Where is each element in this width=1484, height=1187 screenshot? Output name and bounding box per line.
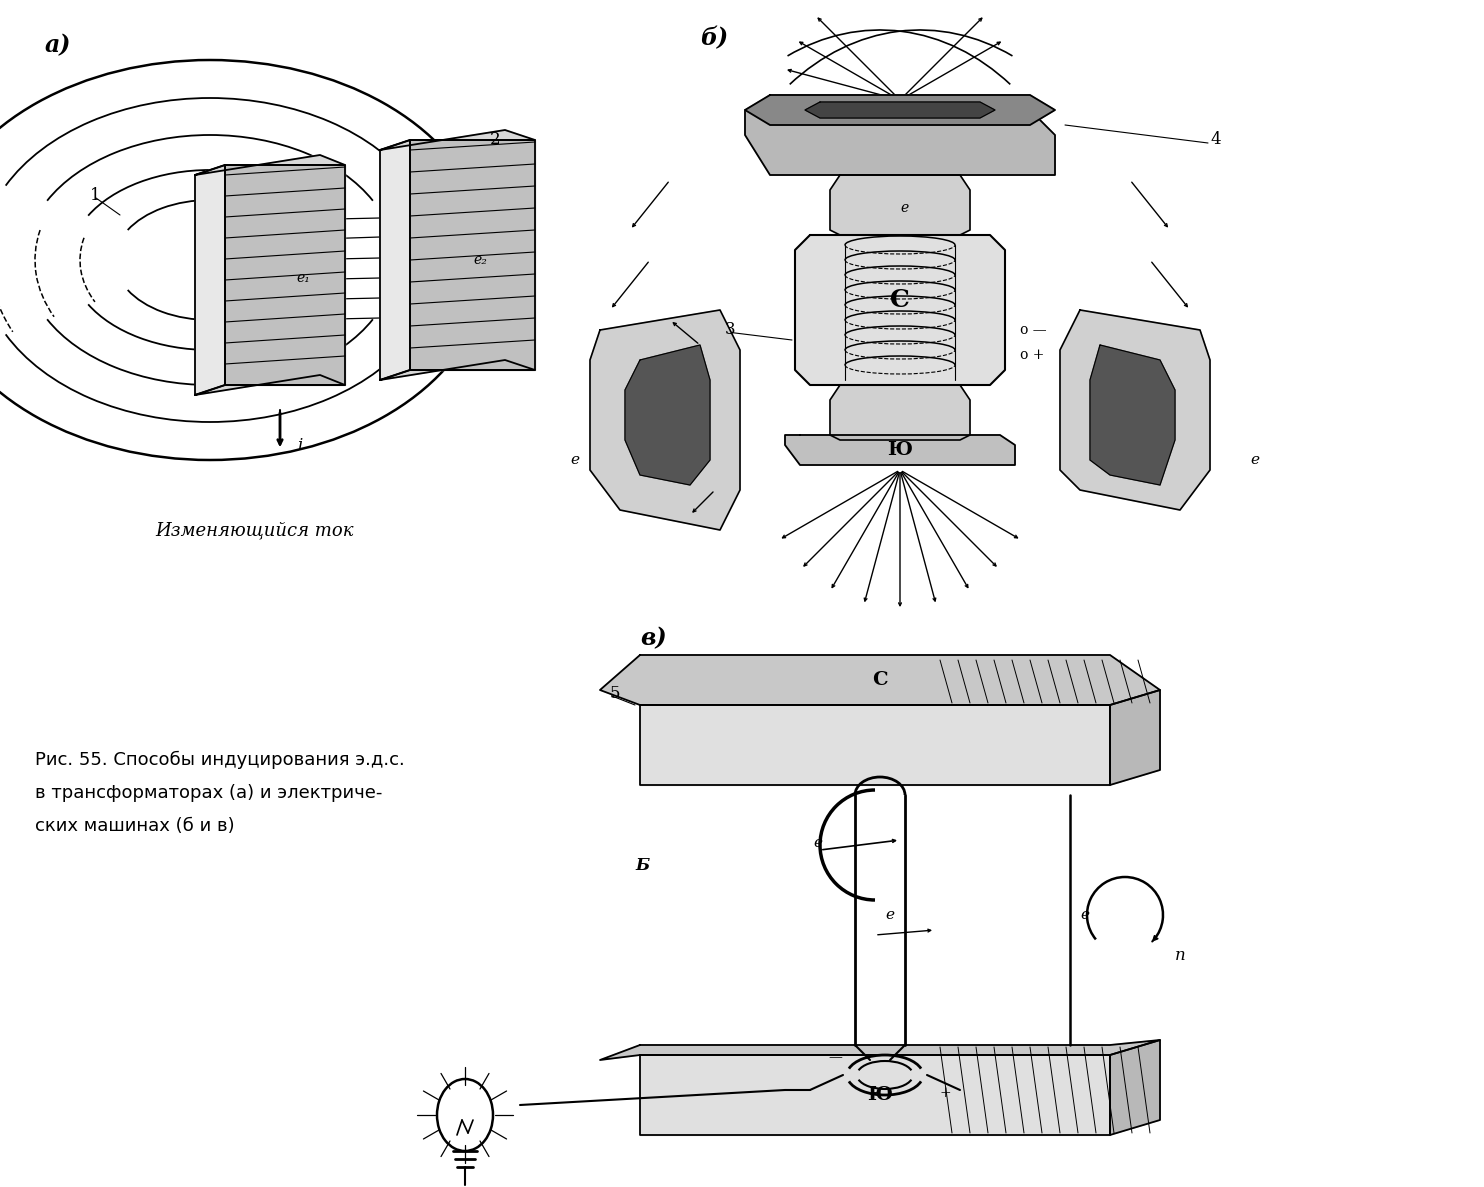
Text: е: е bbox=[570, 453, 579, 466]
Text: 1: 1 bbox=[91, 186, 101, 203]
Text: Ю: Ю bbox=[887, 442, 913, 459]
Text: 3: 3 bbox=[726, 322, 736, 338]
Polygon shape bbox=[795, 235, 1005, 385]
Text: Изменяющийся ток: Изменяющийся ток bbox=[154, 521, 353, 539]
Text: е₂: е₂ bbox=[473, 253, 487, 267]
Text: Ю: Ю bbox=[868, 1086, 892, 1104]
Text: 4: 4 bbox=[1209, 132, 1221, 148]
Text: —: — bbox=[828, 1050, 841, 1064]
Polygon shape bbox=[380, 140, 410, 380]
Text: в трансформаторах (а) и электриче-: в трансформаторах (а) и электриче- bbox=[36, 783, 383, 802]
Text: о —: о — bbox=[1020, 323, 1046, 337]
Polygon shape bbox=[640, 705, 1110, 785]
Text: n: n bbox=[1175, 946, 1186, 964]
Polygon shape bbox=[785, 434, 1015, 465]
Polygon shape bbox=[410, 140, 536, 370]
Polygon shape bbox=[745, 110, 1055, 174]
Text: е: е bbox=[901, 201, 910, 215]
Text: в): в) bbox=[640, 626, 666, 650]
Polygon shape bbox=[380, 131, 536, 150]
Polygon shape bbox=[380, 360, 536, 380]
Text: С: С bbox=[873, 671, 887, 688]
Text: ских машинах (б и в): ских машинах (б и в) bbox=[36, 817, 234, 834]
Polygon shape bbox=[745, 95, 1055, 125]
Polygon shape bbox=[600, 1040, 1160, 1060]
Text: е₁: е₁ bbox=[297, 271, 310, 285]
Polygon shape bbox=[1091, 345, 1175, 485]
Text: е: е bbox=[1080, 908, 1089, 922]
Text: Рис. 55. Способы индуцирования э.д.с.: Рис. 55. Способы индуцирования э.д.с. bbox=[36, 751, 405, 769]
Text: 5: 5 bbox=[610, 685, 620, 702]
Text: С: С bbox=[890, 288, 910, 312]
Text: б): б) bbox=[700, 26, 729, 50]
Text: е: е bbox=[884, 908, 893, 922]
Polygon shape bbox=[1060, 310, 1209, 510]
Polygon shape bbox=[1110, 1040, 1160, 1135]
Polygon shape bbox=[194, 155, 344, 174]
Polygon shape bbox=[830, 385, 971, 440]
Polygon shape bbox=[226, 165, 344, 385]
Polygon shape bbox=[600, 655, 1160, 705]
Polygon shape bbox=[194, 165, 226, 395]
Text: 2: 2 bbox=[490, 132, 500, 148]
Polygon shape bbox=[591, 310, 741, 531]
Polygon shape bbox=[804, 102, 994, 118]
Text: о +: о + bbox=[1020, 348, 1045, 362]
Text: а): а) bbox=[45, 33, 71, 57]
Text: +: + bbox=[939, 1086, 951, 1100]
Text: i: i bbox=[297, 437, 303, 453]
Polygon shape bbox=[1110, 690, 1160, 785]
Polygon shape bbox=[625, 345, 709, 485]
Polygon shape bbox=[640, 1055, 1110, 1135]
Text: е: е bbox=[1250, 453, 1258, 466]
Polygon shape bbox=[830, 174, 971, 235]
Text: Б: Б bbox=[635, 857, 650, 874]
Polygon shape bbox=[194, 375, 344, 395]
Text: е: е bbox=[813, 836, 822, 850]
